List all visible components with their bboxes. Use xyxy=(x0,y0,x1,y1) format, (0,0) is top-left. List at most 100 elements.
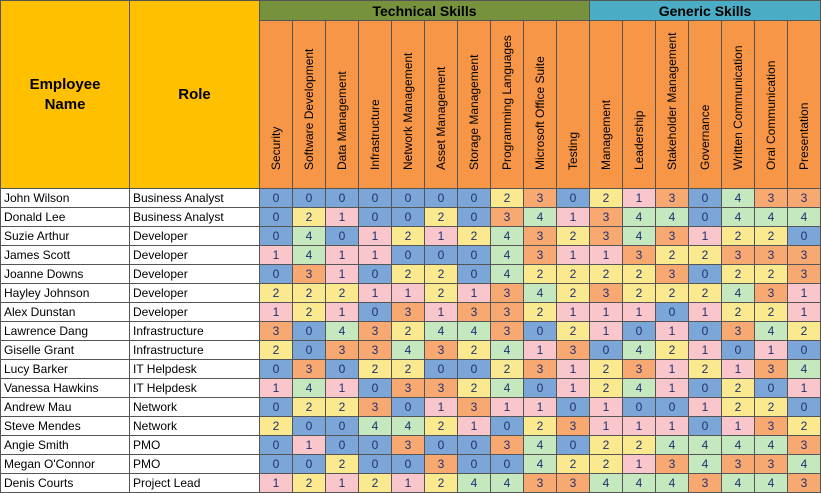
skill-score-cell[interactable]: 4 xyxy=(755,436,788,455)
skill-score-cell[interactable]: 3 xyxy=(689,474,722,493)
skill-score-cell[interactable]: 0 xyxy=(392,208,425,227)
skill-score-cell[interactable]: 3 xyxy=(524,360,557,379)
employee-role-cell[interactable]: PMO xyxy=(130,455,260,474)
employee-name-cell[interactable]: James Scott xyxy=(0,246,130,265)
skill-score-cell[interactable]: 2 xyxy=(623,284,656,303)
skill-score-cell[interactable]: 2 xyxy=(392,227,425,246)
employee-role-cell[interactable]: PMO xyxy=(130,436,260,455)
skill-score-cell[interactable]: 0 xyxy=(458,436,491,455)
skill-score-cell[interactable]: 4 xyxy=(524,208,557,227)
skill-score-cell[interactable]: 2 xyxy=(458,379,491,398)
skill-score-cell[interactable]: 4 xyxy=(755,208,788,227)
skill-score-cell[interactable]: 3 xyxy=(722,455,755,474)
technical-skills-group-header[interactable]: Technical Skills xyxy=(260,0,590,21)
skill-score-cell[interactable]: 3 xyxy=(656,189,689,208)
skill-score-cell[interactable]: 4 xyxy=(722,474,755,493)
skill-score-cell[interactable]: 0 xyxy=(458,360,491,379)
skill-score-cell[interactable]: 3 xyxy=(590,227,623,246)
skill-score-cell[interactable]: 3 xyxy=(425,341,458,360)
skill-header-security[interactable]: Security xyxy=(260,21,293,189)
skill-score-cell[interactable]: 3 xyxy=(326,341,359,360)
skill-score-cell[interactable]: 0 xyxy=(326,360,359,379)
skill-score-cell[interactable]: 0 xyxy=(326,189,359,208)
skill-score-cell[interactable]: 3 xyxy=(293,265,326,284)
employee-name-cell[interactable]: Suzie Arthur xyxy=(0,227,130,246)
skill-score-cell[interactable]: 1 xyxy=(491,398,524,417)
skill-header-data-management[interactable]: Data Management xyxy=(326,21,359,189)
skill-score-cell[interactable]: 2 xyxy=(557,227,590,246)
employee-role-cell[interactable]: Project Lead xyxy=(130,474,260,493)
skill-header-programming-languages[interactable]: Programming Languages xyxy=(491,21,524,189)
skill-score-cell[interactable]: 0 xyxy=(260,398,293,417)
employee-role-cell[interactable]: Network xyxy=(130,398,260,417)
skill-score-cell[interactable]: 0 xyxy=(491,455,524,474)
skill-header-software-development[interactable]: Software Development xyxy=(293,21,326,189)
skill-score-cell[interactable]: 4 xyxy=(656,474,689,493)
skill-score-cell[interactable]: 3 xyxy=(788,189,821,208)
skill-score-cell[interactable]: 3 xyxy=(260,322,293,341)
skill-score-cell[interactable]: 3 xyxy=(524,474,557,493)
skill-score-cell[interactable]: 4 xyxy=(623,227,656,246)
skill-score-cell[interactable]: 1 xyxy=(458,417,491,436)
skill-score-cell[interactable]: 0 xyxy=(722,341,755,360)
skill-score-cell[interactable]: 0 xyxy=(656,303,689,322)
skill-score-cell[interactable]: 1 xyxy=(458,284,491,303)
skill-score-cell[interactable]: 3 xyxy=(491,284,524,303)
skill-score-cell[interactable]: 0 xyxy=(590,341,623,360)
employee-name-cell[interactable]: Megan O'Connor xyxy=(0,455,130,474)
skill-score-cell[interactable]: 0 xyxy=(689,189,722,208)
skill-score-cell[interactable]: 1 xyxy=(656,360,689,379)
skill-score-cell[interactable]: 0 xyxy=(260,189,293,208)
skill-score-cell[interactable]: 1 xyxy=(524,341,557,360)
skill-score-cell[interactable]: 4 xyxy=(623,208,656,227)
skill-score-cell[interactable]: 0 xyxy=(425,189,458,208)
skill-score-cell[interactable]: 0 xyxy=(491,417,524,436)
skill-score-cell[interactable]: 0 xyxy=(392,246,425,265)
skill-score-cell[interactable]: 2 xyxy=(689,360,722,379)
skill-score-cell[interactable]: 2 xyxy=(326,455,359,474)
skill-score-cell[interactable]: 2 xyxy=(590,265,623,284)
skill-score-cell[interactable]: 2 xyxy=(359,474,392,493)
skill-score-cell[interactable]: 0 xyxy=(392,398,425,417)
skill-score-cell[interactable]: 1 xyxy=(590,398,623,417)
skill-score-cell[interactable]: 4 xyxy=(524,455,557,474)
skill-score-cell[interactable]: 3 xyxy=(788,474,821,493)
skill-score-cell[interactable]: 0 xyxy=(425,246,458,265)
skill-score-cell[interactable]: 2 xyxy=(788,417,821,436)
employee-role-cell[interactable]: Network xyxy=(130,417,260,436)
skill-score-cell[interactable]: 0 xyxy=(755,379,788,398)
skill-score-cell[interactable]: 2 xyxy=(425,265,458,284)
skill-score-cell[interactable]: 2 xyxy=(260,284,293,303)
skill-score-cell[interactable]: 1 xyxy=(656,379,689,398)
skill-score-cell[interactable]: 3 xyxy=(524,227,557,246)
skill-score-cell[interactable]: 2 xyxy=(392,265,425,284)
skill-score-cell[interactable]: 4 xyxy=(524,284,557,303)
skill-score-cell[interactable]: 3 xyxy=(425,379,458,398)
skill-score-cell[interactable]: 3 xyxy=(788,246,821,265)
skill-score-cell[interactable]: 2 xyxy=(656,341,689,360)
skill-score-cell[interactable]: 0 xyxy=(326,436,359,455)
skill-score-cell[interactable]: 2 xyxy=(689,284,722,303)
skill-score-cell[interactable]: 0 xyxy=(557,436,590,455)
skill-score-cell[interactable]: 0 xyxy=(788,227,821,246)
skill-score-cell[interactable]: 2 xyxy=(590,455,623,474)
skill-score-cell[interactable]: 4 xyxy=(392,417,425,436)
skill-score-cell[interactable]: 4 xyxy=(491,265,524,284)
skill-score-cell[interactable]: 0 xyxy=(359,189,392,208)
skill-score-cell[interactable]: 1 xyxy=(788,379,821,398)
skill-score-cell[interactable]: 1 xyxy=(590,246,623,265)
skill-score-cell[interactable]: 3 xyxy=(656,455,689,474)
skill-score-cell[interactable]: 2 xyxy=(656,246,689,265)
skill-score-cell[interactable]: 0 xyxy=(359,455,392,474)
skill-score-cell[interactable]: 2 xyxy=(524,417,557,436)
employee-name-cell[interactable]: Joanne Downs xyxy=(0,265,130,284)
employee-role-cell[interactable]: Business Analyst xyxy=(130,189,260,208)
employee-name-cell[interactable]: John Wilson xyxy=(0,189,130,208)
skill-score-cell[interactable]: 0 xyxy=(425,436,458,455)
skill-score-cell[interactable]: 4 xyxy=(491,246,524,265)
skill-score-cell[interactable]: 2 xyxy=(359,360,392,379)
skill-score-cell[interactable]: 0 xyxy=(689,265,722,284)
employee-name-cell[interactable]: Steve Mendes xyxy=(0,417,130,436)
employee-name-cell[interactable]: Lucy Barker xyxy=(0,360,130,379)
skill-header-storage-management[interactable]: Storage Management xyxy=(458,21,491,189)
